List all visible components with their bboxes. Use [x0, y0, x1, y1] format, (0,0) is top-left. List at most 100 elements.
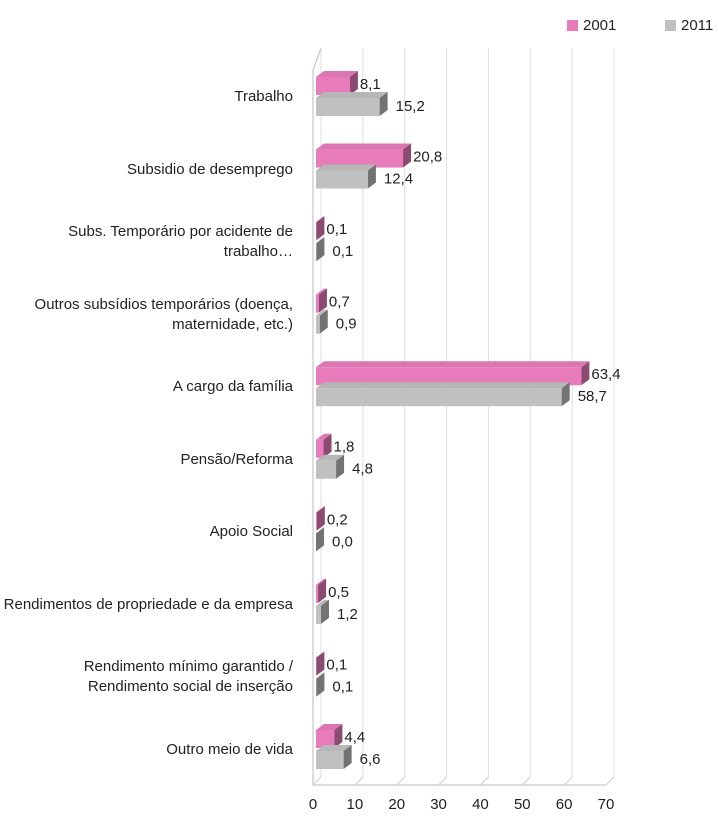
data-label: 0,9 — [336, 316, 357, 333]
bar-side — [316, 216, 325, 241]
category-label: Apoio Social — [209, 523, 293, 541]
data-label: 8,1 — [360, 76, 381, 93]
x-tick-label: 50 — [514, 796, 531, 813]
bar-top — [316, 216, 325, 223]
x-tick-label: 40 — [472, 796, 489, 813]
bar-top — [316, 454, 345, 461]
bar-top — [316, 506, 325, 513]
legend-label: 2011 — [681, 17, 713, 34]
bar-side — [316, 506, 325, 531]
grid-line — [354, 776, 364, 786]
bar — [316, 367, 582, 386]
category-label: Outro meio de vida — [166, 741, 293, 758]
data-label: 0,5 — [328, 584, 349, 601]
grid-line — [396, 776, 406, 786]
bar — [316, 605, 322, 624]
data-label: 58,7 — [578, 388, 607, 405]
bar-side — [316, 527, 324, 552]
x-tick-label: 60 — [556, 796, 573, 813]
data-label: 0,2 — [327, 511, 348, 528]
bar-top — [316, 71, 358, 77]
bar — [316, 439, 324, 458]
bar-top — [316, 433, 332, 440]
bar-side — [561, 382, 570, 407]
data-label: 0,1 — [326, 656, 347, 673]
bar-side — [581, 361, 590, 386]
bar — [316, 730, 335, 748]
data-label: 0,1 — [332, 243, 353, 260]
category-label: Pensão/Reforma — [180, 450, 293, 468]
category-label: Subs. Temporário por acidente de trabalh… — [68, 223, 293, 261]
bar-top — [316, 382, 570, 389]
bar-top — [316, 599, 330, 606]
bar-side — [318, 578, 327, 603]
data-label: 20,8 — [413, 149, 442, 166]
data-label: 1,8 — [334, 439, 355, 456]
data-label: 15,2 — [396, 98, 425, 115]
bar-top — [316, 92, 388, 98]
bar-top — [316, 578, 327, 585]
x-tick-label: 20 — [388, 796, 405, 813]
bar — [316, 170, 368, 189]
data-label: 0,1 — [332, 678, 353, 695]
x-tick-label: 0 — [309, 796, 317, 813]
bar-top — [316, 164, 376, 171]
bar-side — [379, 92, 388, 116]
bar-side — [316, 237, 325, 262]
bar-top — [316, 361, 590, 368]
x-tick-label: 30 — [430, 796, 447, 813]
category-label: Outros subsídios temporários (doença, ma… — [34, 295, 293, 333]
category-label: Rendimentos de propriedade e da empresa — [3, 595, 293, 613]
bar-top — [316, 237, 325, 244]
bar-top — [316, 724, 343, 730]
bar-side — [367, 164, 376, 189]
bar — [316, 149, 404, 168]
bar-side — [403, 143, 412, 168]
legend-label: 2001 — [583, 17, 616, 34]
bar-side — [316, 672, 325, 697]
category-label: Rendimento mínimo garantido / Rendimento… — [83, 658, 293, 696]
bar-side — [316, 651, 325, 676]
bar-side — [334, 724, 343, 748]
bar — [316, 315, 320, 334]
category-label: A cargo da família — [172, 378, 293, 396]
data-label: 4,4 — [344, 729, 365, 746]
bar-top — [316, 143, 412, 150]
grid-line — [605, 776, 615, 786]
bar — [316, 584, 319, 603]
grid-line — [438, 776, 447, 786]
data-label: 0,7 — [329, 294, 350, 311]
bar-side — [318, 288, 327, 313]
bar — [316, 388, 562, 407]
data-label: 12,4 — [384, 171, 413, 188]
grid-line — [521, 776, 531, 786]
data-label: 0,0 — [332, 533, 353, 550]
grid-line — [480, 776, 489, 786]
bar — [316, 294, 319, 313]
bar — [316, 98, 380, 116]
data-label: 4,8 — [352, 461, 373, 478]
bar-side — [343, 745, 352, 769]
bar-side — [321, 599, 330, 624]
x-tick-label: 10 — [347, 796, 364, 813]
legend-swatch — [665, 20, 676, 31]
grid-line — [563, 776, 573, 786]
bar-top — [316, 651, 325, 658]
bar-side — [336, 454, 345, 479]
grid-line — [312, 776, 322, 786]
bar — [316, 460, 337, 479]
bar — [316, 512, 317, 531]
category-label: Trabalho — [234, 88, 293, 105]
data-label: 6,6 — [360, 751, 381, 768]
bar — [316, 751, 344, 769]
category-label: Subsidio de desemprego — [127, 160, 293, 178]
bar-top — [316, 309, 328, 316]
bar-top — [316, 672, 325, 679]
legend-swatch — [567, 20, 578, 31]
bar-top — [316, 745, 352, 751]
bar-side — [349, 71, 358, 95]
bar — [316, 77, 350, 95]
data-label: 63,4 — [591, 366, 620, 383]
